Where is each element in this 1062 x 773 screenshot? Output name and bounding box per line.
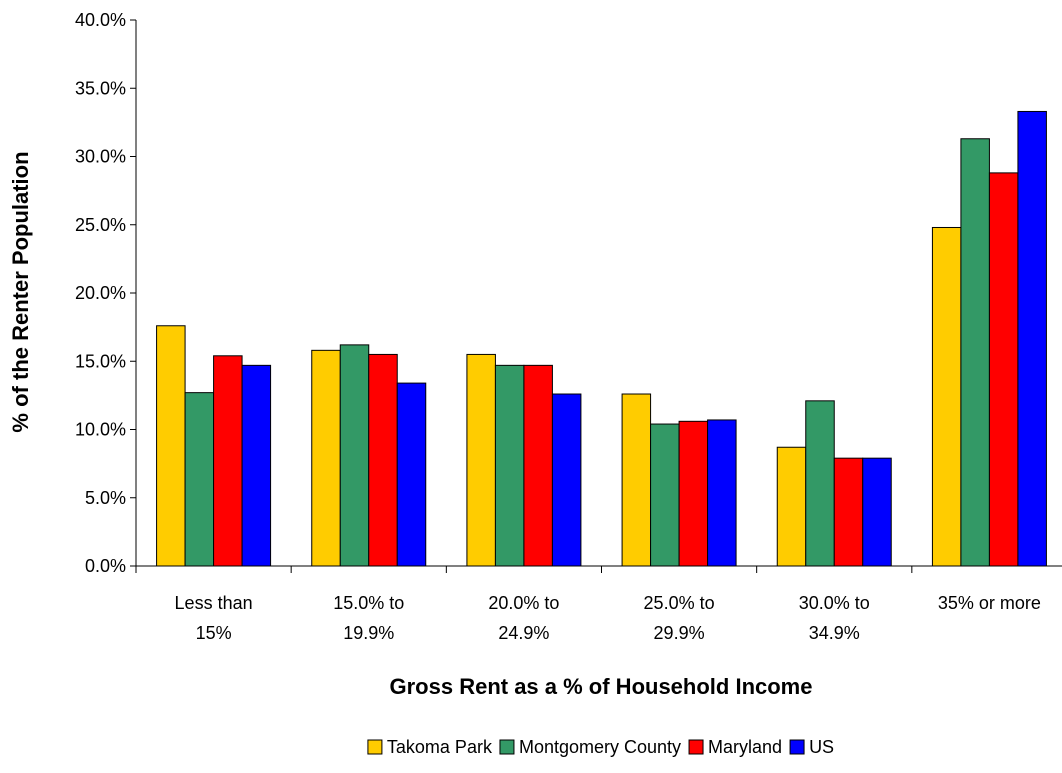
legend-label: Montgomery County [519,737,681,757]
legend-swatch [499,739,515,755]
y-axis-title: % of the Renter Population [8,151,33,432]
y-tick-label: 5.0% [85,488,126,508]
bar-maryland [368,353,398,567]
bar-us [1017,110,1047,567]
bar-montgomery-county [339,344,370,567]
bar-takoma-park [311,349,341,567]
bar-montgomery-county [184,392,215,567]
bar-takoma-park [931,226,962,567]
y-tick-label: 30.0% [75,147,126,167]
x-tick-label: 19.9% [343,623,394,643]
bar-maryland [523,364,553,567]
legend-label: US [809,737,834,757]
y-tick-label: 10.0% [75,420,126,440]
bar-montgomery-county [494,364,525,567]
x-tick-label: 30.0% to [799,593,870,613]
bar-us [241,364,272,567]
y-tick-label: 20.0% [75,283,126,303]
x-tick-label: 29.9% [654,623,705,643]
bar-us [396,382,427,567]
x-tick-label: 20.0% to [488,593,559,613]
x-axis-title: Gross Rent as a % of Household Income [390,674,813,699]
x-tick-label: Less than [175,593,253,613]
y-tick-label: 25.0% [75,215,126,235]
bar-us [862,457,892,567]
bar-takoma-park [621,393,652,567]
legend-swatch [367,739,383,755]
bar-montgomery-county [650,423,680,567]
x-tick-label: 15% [196,623,232,643]
legend-swatch [688,739,704,755]
y-tick-label: 35.0% [75,78,126,98]
legend-label: Maryland [708,737,782,757]
bar-takoma-park [156,325,186,567]
bar-montgomery-county [805,400,835,567]
y-tick-label: 40.0% [75,10,126,30]
bar-takoma-park [776,446,807,567]
bar-takoma-park [466,353,496,567]
x-tick-label: 25.0% to [644,593,715,613]
y-tick-label: 0.0% [85,556,126,576]
y-tick-label: 15.0% [75,351,126,371]
bar-us [551,393,582,567]
x-tick-label: 35% or more [938,593,1041,613]
legend-swatch [789,739,805,755]
bar-maryland [678,420,709,567]
plot-area: 0.0% 5.0% 10.0% 15.0% 20.0% 25.0% 30.0% 35.0% 40… [75,10,1062,643]
legend-label: Takoma Park [387,737,493,757]
bar-montgomery-county [960,138,990,567]
bar-us [707,419,737,567]
bar-maryland [833,457,864,567]
bar-maryland [213,355,243,567]
x-tick-label: 34.9% [809,623,860,643]
x-tick-label: 24.9% [498,623,549,643]
x-tick-label: 15.0% to [333,593,404,613]
bar-maryland [988,172,1019,567]
legend: Takoma Park Montgomery County Maryland US [367,737,834,757]
